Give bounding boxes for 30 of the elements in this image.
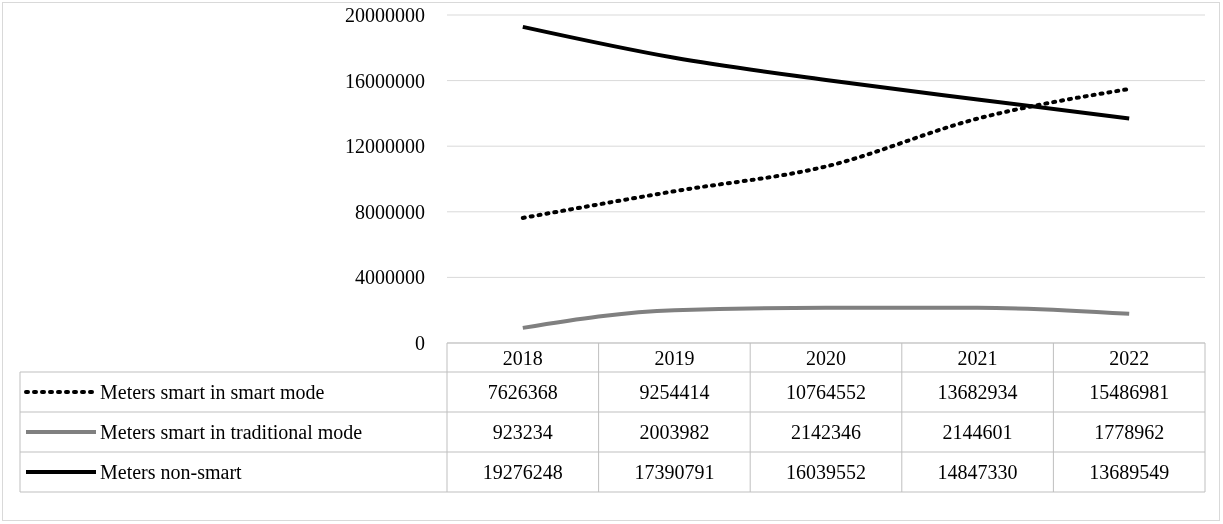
x-tick-label: 2022: [1109, 346, 1150, 369]
x-tick-label: 2020: [806, 346, 846, 369]
y-tick-label: 12000000: [345, 135, 425, 158]
data-label: 13689549: [1089, 461, 1170, 483]
y-tick-label: 20000000: [345, 3, 425, 26]
data-label: 10764552: [786, 381, 866, 403]
legend-label: Meters smart in smart mode: [100, 381, 325, 403]
data-label: 9254414: [639, 381, 710, 403]
x-tick-label: 2019: [654, 346, 695, 369]
x-tick-label: 2021: [957, 346, 998, 369]
line-series: [520, 305, 1132, 330]
y-tick-label: 8000000: [355, 200, 425, 223]
data-label: 2003982: [639, 421, 710, 443]
data-label: 7626368: [487, 381, 558, 403]
data-label: 923234: [492, 421, 553, 443]
y-tick-label: 16000000: [345, 69, 425, 92]
data-label: 2144601: [942, 421, 1013, 443]
data-label: 14847330: [937, 461, 1018, 483]
legend-label: Meters non-smart: [100, 461, 243, 483]
data-label: 17390791: [634, 461, 715, 483]
data-label: 1778962: [1094, 421, 1165, 443]
x-tick-label: 2018: [502, 346, 543, 369]
data-label: 16039552: [786, 461, 866, 483]
y-tick-label: 0: [415, 331, 425, 354]
y-tick-label: 4000000: [355, 266, 425, 289]
legend-label: Meters smart in traditional mode: [100, 421, 363, 443]
data-label: 13682934: [937, 381, 1018, 403]
data-label: 19276248: [482, 461, 563, 483]
data-label: 15486981: [1089, 381, 1170, 403]
data-label: 2142346: [791, 421, 861, 443]
